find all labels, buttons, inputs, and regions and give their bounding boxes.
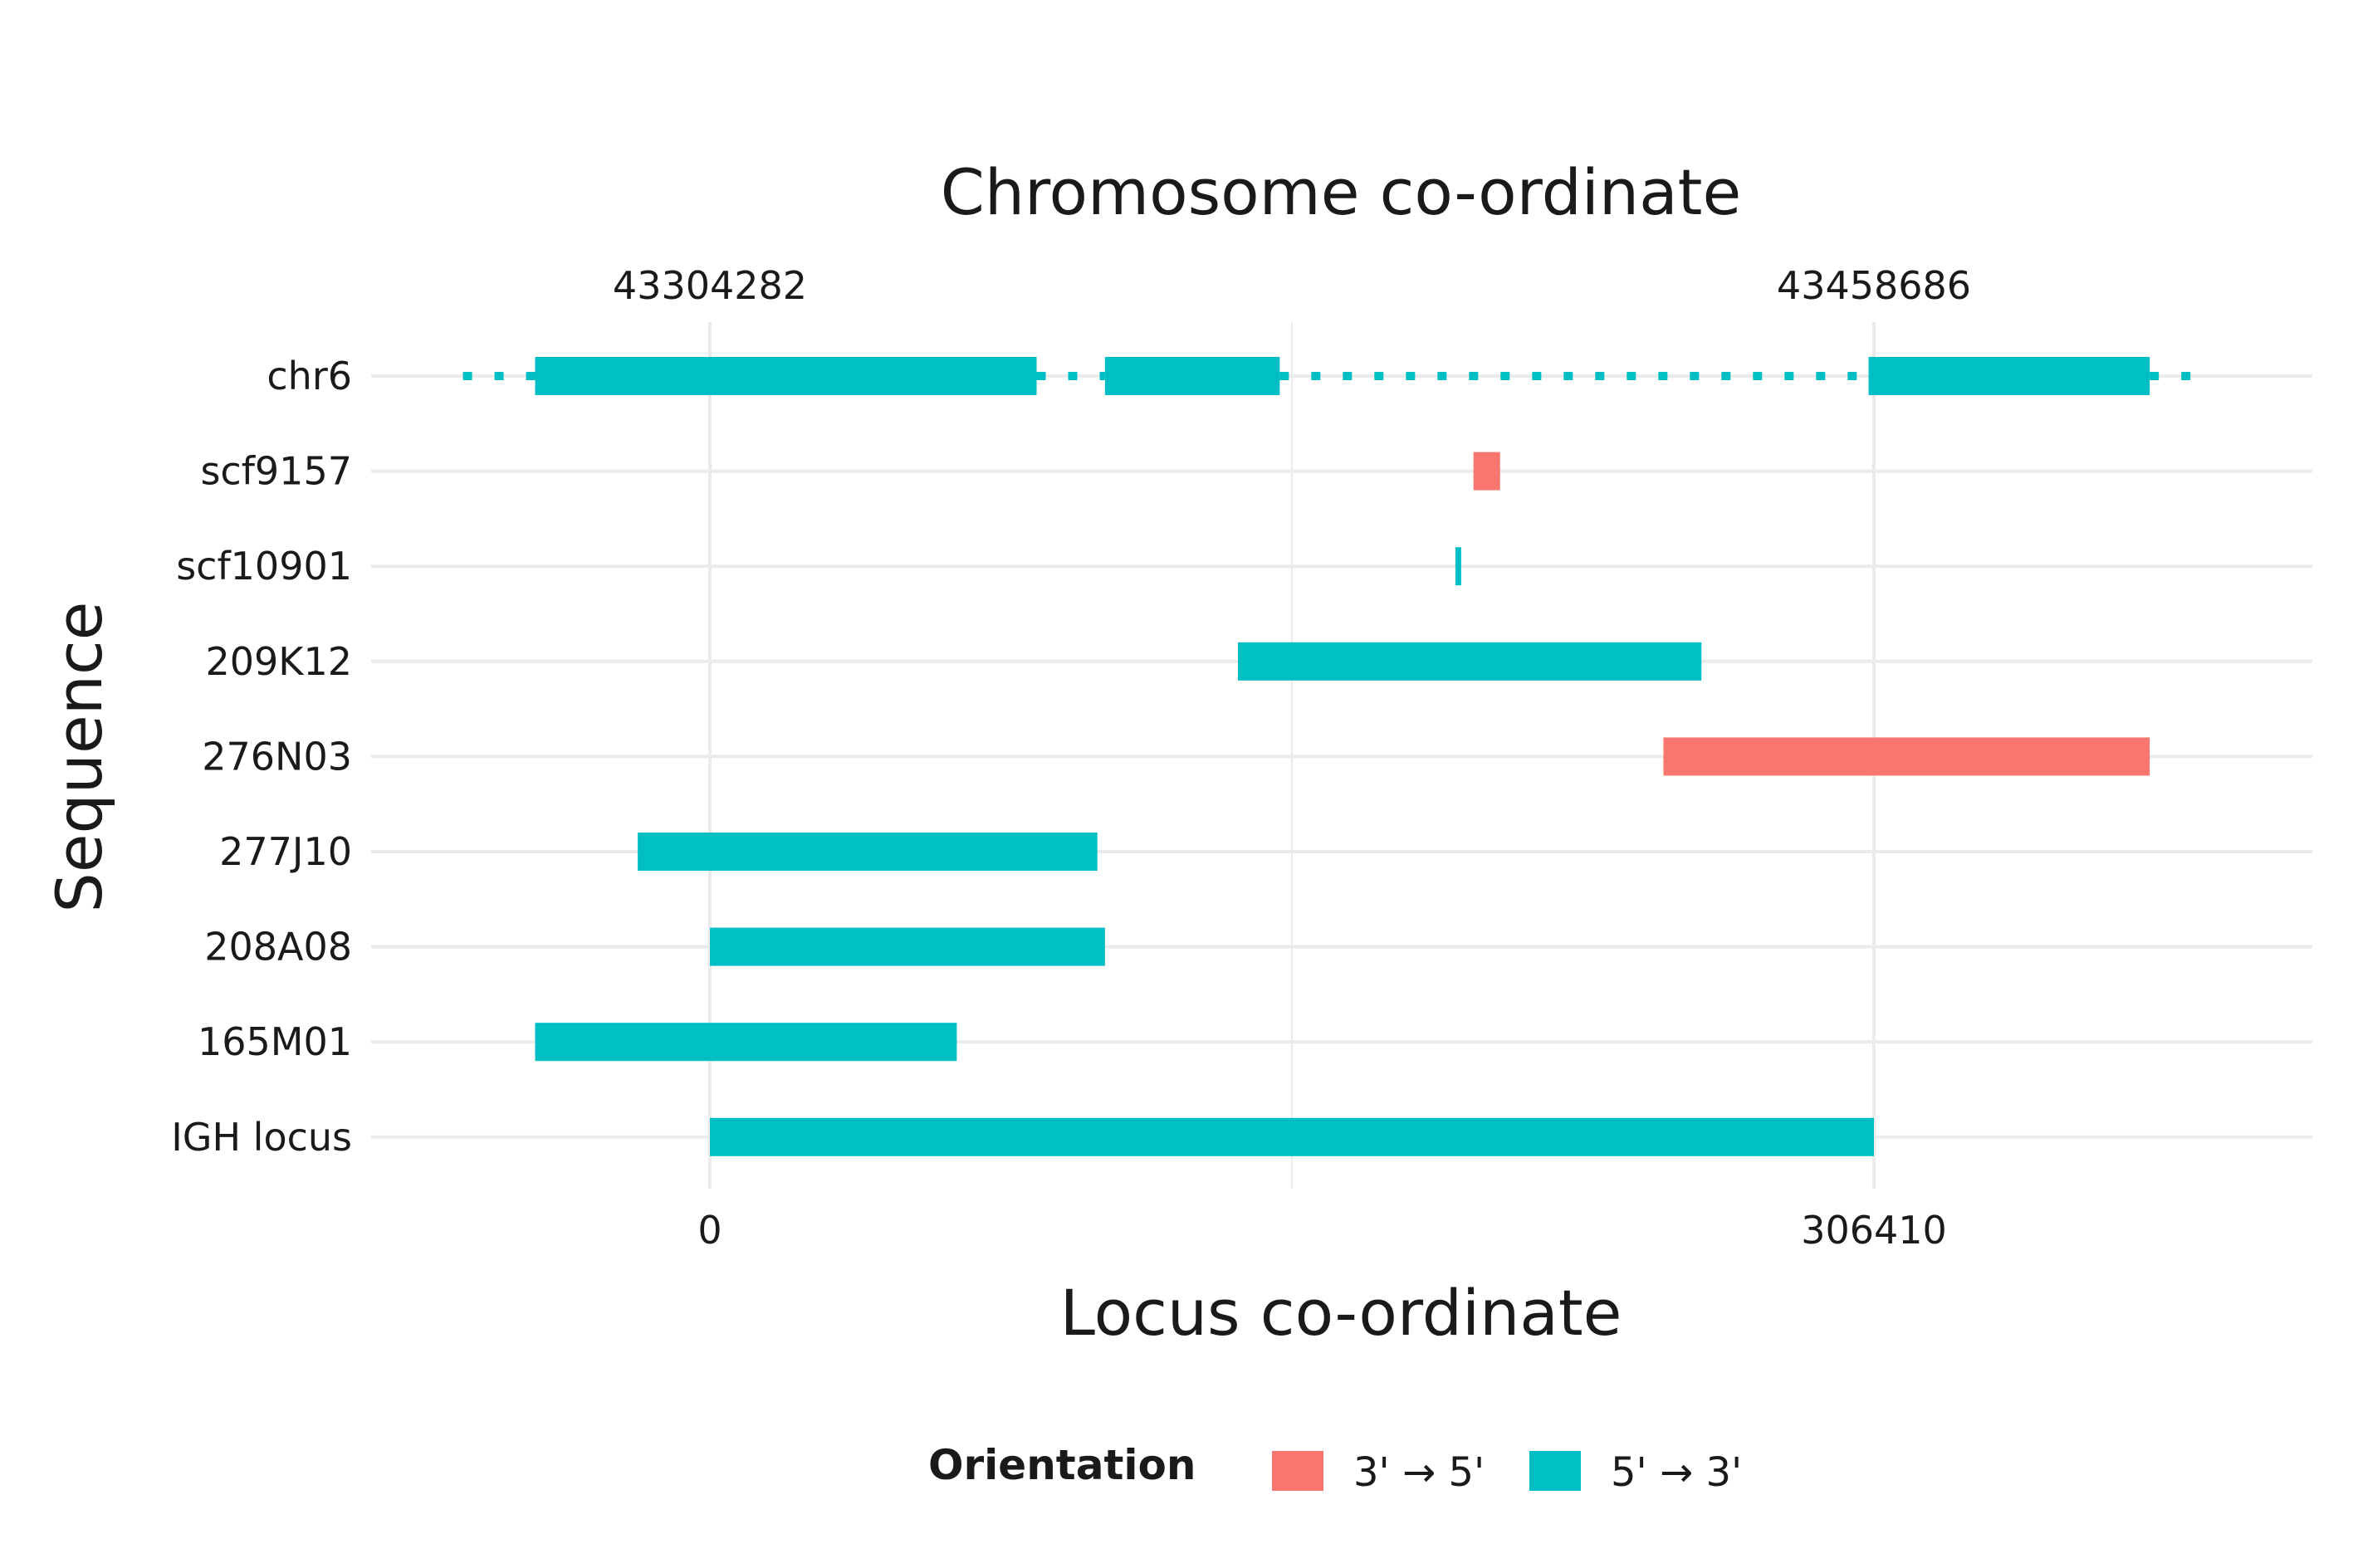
y-axis-title: Sequence <box>42 602 116 913</box>
y-tick-labels: chr6 scf9157 scf10901 209K12 276N03 277J10 208… <box>171 354 352 1160</box>
segment-276n03-6 <box>1663 737 2150 776</box>
segment-chr6-0 <box>535 357 1037 395</box>
segment-165m01-9 <box>535 1023 957 1062</box>
x-tick-label-top: 43304282 <box>613 263 807 308</box>
y-tick-label: 276N03 <box>202 734 352 779</box>
segment-chr6-2 <box>1868 357 2150 395</box>
y-tick-label: chr6 <box>267 354 352 398</box>
segments <box>535 357 2150 1156</box>
segment-scf10901-4 <box>1455 547 1461 586</box>
top-axis-title: Chromosome co-ordinate <box>941 155 1741 229</box>
y-tick-label: 209K12 <box>206 639 353 684</box>
segment-277j10-7 <box>638 833 1098 871</box>
x-tick-label-bottom: 306410 <box>1801 1208 1947 1253</box>
y-tick-label: 277J10 <box>219 829 352 874</box>
y-tick-label: scf10901 <box>176 544 352 589</box>
legend-label-0: 3' → 5' <box>1353 1449 1485 1496</box>
y-tick-label: 208A08 <box>204 925 352 970</box>
legend-swatch-1 <box>1529 1451 1581 1491</box>
segment-scf9157-3 <box>1473 452 1500 491</box>
y-tick-label: 165M01 <box>198 1019 352 1064</box>
bottom-axis-title: Locus co-ordinate <box>1060 1276 1622 1350</box>
legend: Orientation 3' → 5' 5' → 3' <box>928 1441 1742 1496</box>
x-tick-label-bottom: 0 <box>697 1208 722 1253</box>
x-tick-label-top: 43458686 <box>1777 263 1971 308</box>
legend-swatch-0 <box>1272 1451 1323 1491</box>
y-tick-label: IGH locus <box>171 1115 352 1160</box>
segment-208a08-8 <box>710 927 1105 966</box>
legend-title: Orientation <box>928 1441 1196 1489</box>
legend-label-1: 5' → 3' <box>1611 1449 1742 1496</box>
y-tick-label: scf9157 <box>200 449 352 494</box>
x-tick-labels: 0 306410 43304282 43458686 <box>613 263 1971 1253</box>
segment-209k12-5 <box>1238 642 1702 681</box>
segment-igh-locus-10 <box>710 1117 1874 1156</box>
segment-chr6-1 <box>1104 357 1280 395</box>
